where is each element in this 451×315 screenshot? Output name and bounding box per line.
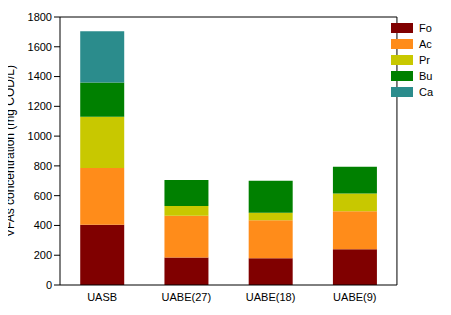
svg-text:UASB: UASB	[87, 291, 117, 303]
svg-text:UABE(27): UABE(27)	[162, 291, 212, 303]
html-text:Ac: Ac	[418, 38, 432, 50]
svg-text:1200: 1200	[28, 100, 52, 112]
html-text:Fo: Fo	[418, 22, 432, 34]
html-text:Bu: Bu	[418, 70, 433, 82]
html-text:Ca: Ca	[418, 86, 433, 98]
svg-text:0: 0	[46, 279, 52, 291]
svg-text:1400: 1400	[28, 70, 52, 82]
svg-text:UABE(9): UABE(9)	[333, 291, 376, 303]
svg-text:200: 200	[34, 249, 52, 261]
svg-text:1800: 1800	[28, 11, 52, 23]
svg-text:UABE(18): UABE(18)	[246, 291, 296, 303]
svg-text:800: 800	[34, 160, 52, 172]
svg-text:600: 600	[34, 190, 52, 202]
svg-text:1000: 1000	[28, 130, 52, 142]
html-text:Pr: Pr	[418, 54, 430, 66]
svg-text:1600: 1600	[28, 41, 52, 53]
svg-text:400: 400	[34, 219, 52, 231]
svg-text:VFAs concentration (mg COD/L): VFAs concentration (mg COD/L)	[8, 65, 17, 237]
